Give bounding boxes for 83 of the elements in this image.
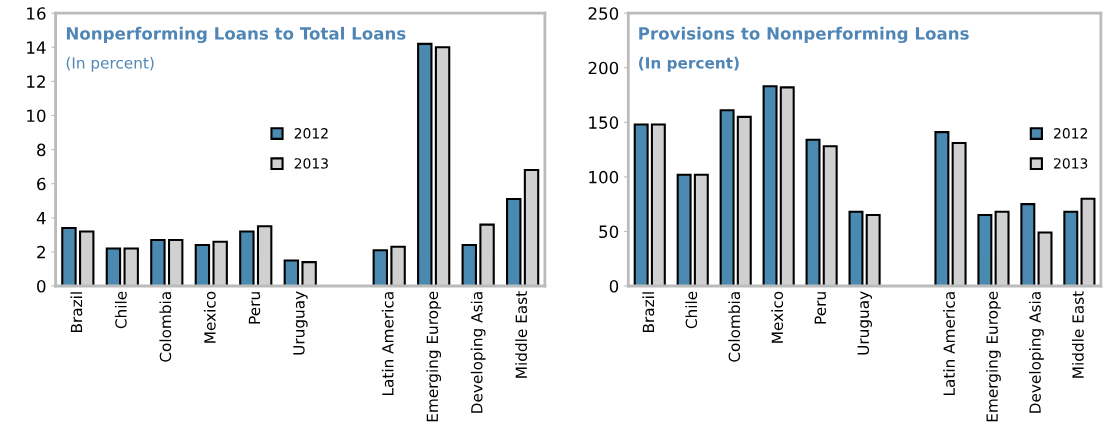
- bar: [434, 46, 451, 286]
- bar: [479, 223, 495, 286]
- bar: [194, 244, 211, 286]
- x-tick-label: Emerging Europe: [986, 291, 1001, 422]
- x-tick-label: Colombia: [728, 292, 741, 362]
- bar: [676, 173, 692, 286]
- text: (In percent): [66, 56, 154, 72]
- bar: [693, 173, 709, 286]
- legend-label: 2012: [1054, 128, 1087, 139]
- y-tick-label: 0: [37, 279, 46, 293]
- bar: [719, 109, 735, 286]
- x-tick-label: Emerging Europe: [426, 291, 442, 422]
- bar: [779, 86, 795, 286]
- bar: [390, 245, 406, 286]
- bar: [167, 238, 184, 286]
- x-tick-label: Peru: [248, 292, 261, 324]
- bar: [736, 115, 752, 286]
- y-tick-label: 200: [588, 61, 619, 75]
- x-tick-label: Middle East: [515, 291, 528, 378]
- bar: [951, 142, 967, 286]
- bar: [822, 145, 838, 286]
- legend-label: 2013: [294, 158, 328, 169]
- x-tick-label: Brazil: [642, 292, 655, 332]
- x-tick-label: Mexico: [203, 291, 216, 343]
- y-tick-label: 250: [588, 7, 619, 20]
- y-tick-label: 8: [37, 143, 46, 157]
- bar: [650, 123, 666, 286]
- bar: [461, 244, 477, 286]
- y-tick-label: 14: [27, 41, 46, 54]
- x-tick-label: Brazil: [70, 292, 83, 332]
- x-tick-label: Mexico: [771, 291, 784, 343]
- bar: [61, 226, 77, 286]
- x-tick-label: Developing Asia: [1029, 292, 1044, 413]
- text: Nonperforming Loans to Total Loans: [66, 26, 406, 44]
- x-tick-label: Chile: [114, 291, 127, 329]
- bar: [633, 123, 649, 286]
- y-tick-label: 6: [37, 177, 46, 191]
- x-tick-label: Uruguay: [857, 291, 872, 355]
- x-tick-label: Chile: [685, 291, 698, 329]
- bar: [934, 131, 950, 286]
- y-tick-label: 2: [37, 245, 45, 259]
- text: (In percent): [639, 56, 739, 72]
- y-tick-label: 100: [589, 170, 619, 184]
- bar: [977, 214, 993, 286]
- bar: [1080, 197, 1096, 286]
- bar: [123, 247, 139, 286]
- y-tick-label: 4: [36, 211, 46, 225]
- x-tick-label: Latin America: [943, 292, 955, 396]
- x-tick-label: Uruguay: [293, 291, 308, 355]
- bar: [301, 261, 317, 286]
- bar: [865, 214, 881, 286]
- bar: [256, 225, 273, 286]
- bar: [994, 210, 1010, 286]
- y-tick-label: 50: [599, 225, 619, 239]
- bar: [506, 198, 522, 286]
- bar: [150, 238, 166, 286]
- y-tick-label: 16: [27, 7, 46, 20]
- legend-label: 2012: [294, 128, 328, 139]
- y-tick-label: 12: [27, 75, 45, 88]
- bar: [79, 230, 95, 286]
- y-tick-label: 10: [27, 109, 46, 123]
- bar: [523, 169, 540, 286]
- bar: [417, 42, 433, 286]
- bar: [283, 259, 300, 286]
- x-tick-label: Latin America: [381, 292, 394, 396]
- y-tick-label: 150: [589, 116, 619, 129]
- bar: [1020, 203, 1036, 286]
- x-tick-label: Colombia: [159, 292, 172, 362]
- bar: [1037, 231, 1053, 286]
- text: Provisions to Nonperforming Loans: [639, 26, 969, 44]
- bar: [212, 240, 228, 286]
- y-tick-label: 0: [609, 279, 619, 293]
- bar: [805, 138, 821, 286]
- bar: [239, 230, 255, 286]
- bar: [1063, 210, 1079, 286]
- x-tick-label: Middle East: [1072, 291, 1084, 378]
- x-tick-label: Peru: [814, 292, 827, 324]
- x-tick-label: Developing Asia: [470, 292, 486, 413]
- bar: [848, 210, 864, 286]
- bar: [372, 249, 389, 286]
- legend-label: 2013: [1054, 158, 1088, 169]
- bar: [105, 247, 122, 286]
- bar: [762, 85, 778, 286]
